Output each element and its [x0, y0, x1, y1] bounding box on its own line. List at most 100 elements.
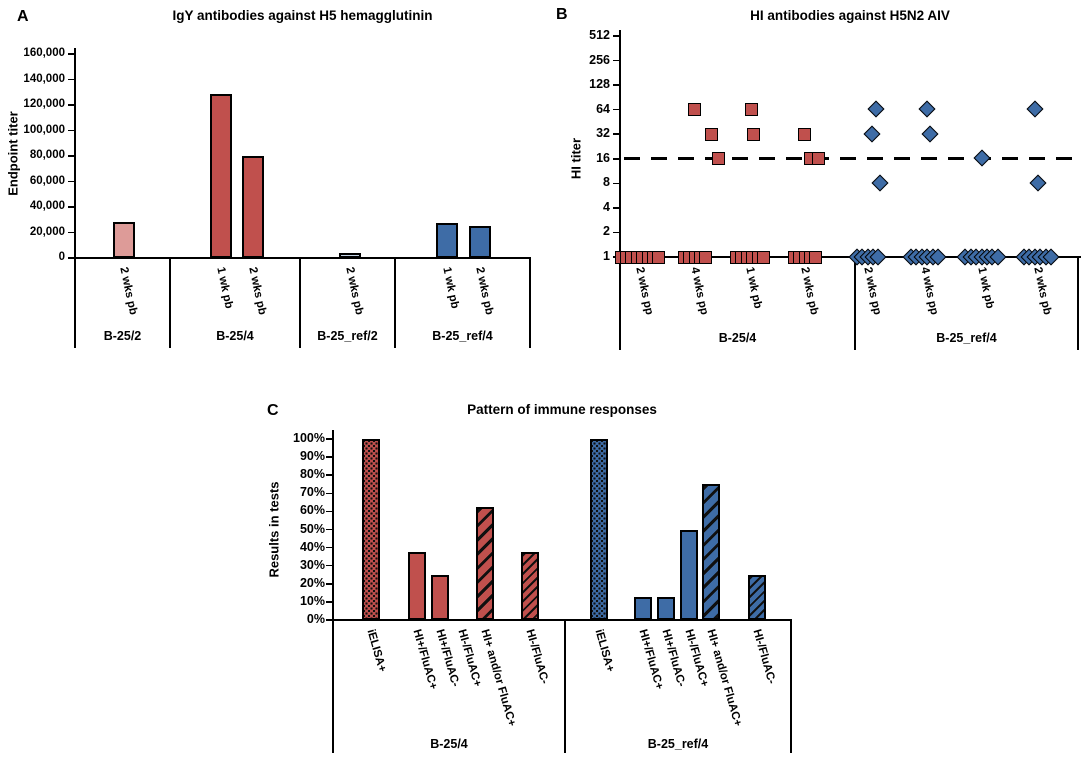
y-tick-mark [613, 35, 619, 37]
y-tick-label: 120,000 [23, 98, 65, 110]
x-tick-label: 4 wks pp [918, 266, 941, 317]
y-tick-label: 70% [299, 485, 325, 500]
bar [469, 226, 491, 258]
bar [210, 93, 232, 258]
bar [339, 253, 361, 258]
panel-b-letter: B [556, 6, 568, 23]
y-tick-label: 90% [299, 449, 325, 464]
bar [431, 574, 449, 620]
y-tick-mark [326, 528, 332, 531]
y-tick-label: 8 [603, 175, 610, 190]
group-divider [564, 620, 566, 753]
y-tick-mark [326, 510, 332, 513]
x-tick-label: 2 wks pb [473, 266, 496, 317]
y-tick-label: 60,000 [29, 174, 65, 187]
group-divider [854, 257, 856, 350]
category-divider [299, 258, 301, 348]
scatter-point [871, 174, 888, 192]
scatter-point [921, 125, 938, 143]
x-axis-line [332, 619, 792, 622]
x-tick-label: HI-/FluAC- [523, 628, 551, 686]
category-divider [74, 258, 76, 348]
y-tick-label: 4 [603, 199, 610, 214]
y-tick-mark [326, 619, 332, 621]
x-tick-label: HI+ and/or FluAC+ [704, 628, 744, 728]
bar [521, 552, 539, 620]
x-tick-label: 2 wks pb [343, 266, 366, 317]
y-tick-label: 64 [596, 101, 610, 116]
y-tick-mark [326, 546, 332, 549]
category-divider [169, 258, 171, 348]
y-tick-mark [68, 257, 74, 259]
group-label: B-25_ref/2 [317, 329, 378, 343]
scatter-point [867, 100, 884, 118]
y-axis-line [332, 430, 334, 753]
group-divider [332, 620, 334, 753]
x-tick-label: iELISA+ [592, 628, 617, 674]
category-divider [394, 258, 396, 348]
y-tick-label: 140,000 [23, 72, 65, 85]
y-tick-label: 0 [58, 251, 65, 263]
y-tick-mark [68, 180, 74, 183]
y-tick-label: 100% [293, 431, 325, 445]
y-tick-label: 10% [299, 593, 325, 608]
y-tick-mark [613, 231, 619, 234]
y-tick-mark [326, 456, 332, 458]
panel-c-title: Pattern of immune responses [467, 402, 657, 417]
y-tick-mark [326, 583, 332, 585]
y-tick-mark [613, 207, 619, 209]
y-tick-mark [326, 438, 332, 440]
panel-b-title: HI antibodies against H5N2 AIV [750, 8, 950, 23]
group-label: B-25/4 [216, 329, 254, 343]
x-tick-label: 1 wk pb [214, 266, 235, 310]
scatter-point [711, 152, 725, 166]
x-tick-label: 4 wks pp [688, 266, 711, 317]
y-tick-label: 80% [299, 467, 325, 482]
bar [476, 506, 494, 620]
y-tick-label: 512 [589, 28, 610, 43]
x-tick-label: 2 wks pb [798, 266, 821, 317]
scatter-point [973, 149, 990, 167]
y-tick-mark [68, 231, 74, 234]
category-divider [529, 258, 531, 348]
y-tick-mark [68, 78, 74, 81]
y-tick-mark [326, 564, 332, 567]
group-label: B-25/4 [430, 737, 468, 751]
y-tick-mark [613, 182, 619, 185]
y-tick-mark [613, 133, 619, 136]
bar [657, 597, 675, 620]
bar [242, 156, 264, 258]
scatter-point [704, 127, 718, 141]
y-tick-label: 128 [589, 77, 610, 92]
y-tick-mark [68, 155, 74, 157]
y-tick-mark [68, 53, 74, 55]
x-tick-label: 2 wks pb [246, 266, 269, 317]
scatter-point [699, 250, 713, 264]
y-tick-label: 160,000 [23, 47, 65, 59]
y-tick-mark [68, 104, 74, 106]
y-tick-label: 0% [306, 612, 325, 626]
group-label: B-25_ref/4 [432, 329, 493, 343]
bar [436, 222, 458, 258]
x-tick-label: 1 wk pb [975, 266, 996, 310]
x-tick-label: iELISA+ [364, 628, 389, 674]
y-tick-mark [326, 601, 332, 603]
scatter-point [918, 100, 935, 118]
x-tick-label: HI-/FluAC- [750, 628, 778, 686]
bar [680, 529, 698, 620]
y-tick-label: 256 [589, 52, 610, 67]
x-tick-label: 2 wks pb [117, 266, 140, 317]
scatter-point [811, 152, 825, 166]
y-tick-label: 40,000 [29, 200, 65, 212]
bar [634, 597, 652, 620]
panel-c-letter: C [267, 402, 279, 419]
x-tick-label: 2 wks pp [633, 266, 656, 317]
bar [408, 552, 426, 620]
y-tick-mark [613, 84, 619, 86]
y-axis-line [74, 48, 76, 348]
x-axis-line [74, 257, 531, 260]
y-tick-label: 30% [299, 557, 325, 572]
group-divider [1077, 257, 1079, 350]
y-tick-mark [326, 492, 332, 495]
x-tick-label: 1 wk pb [743, 266, 764, 310]
